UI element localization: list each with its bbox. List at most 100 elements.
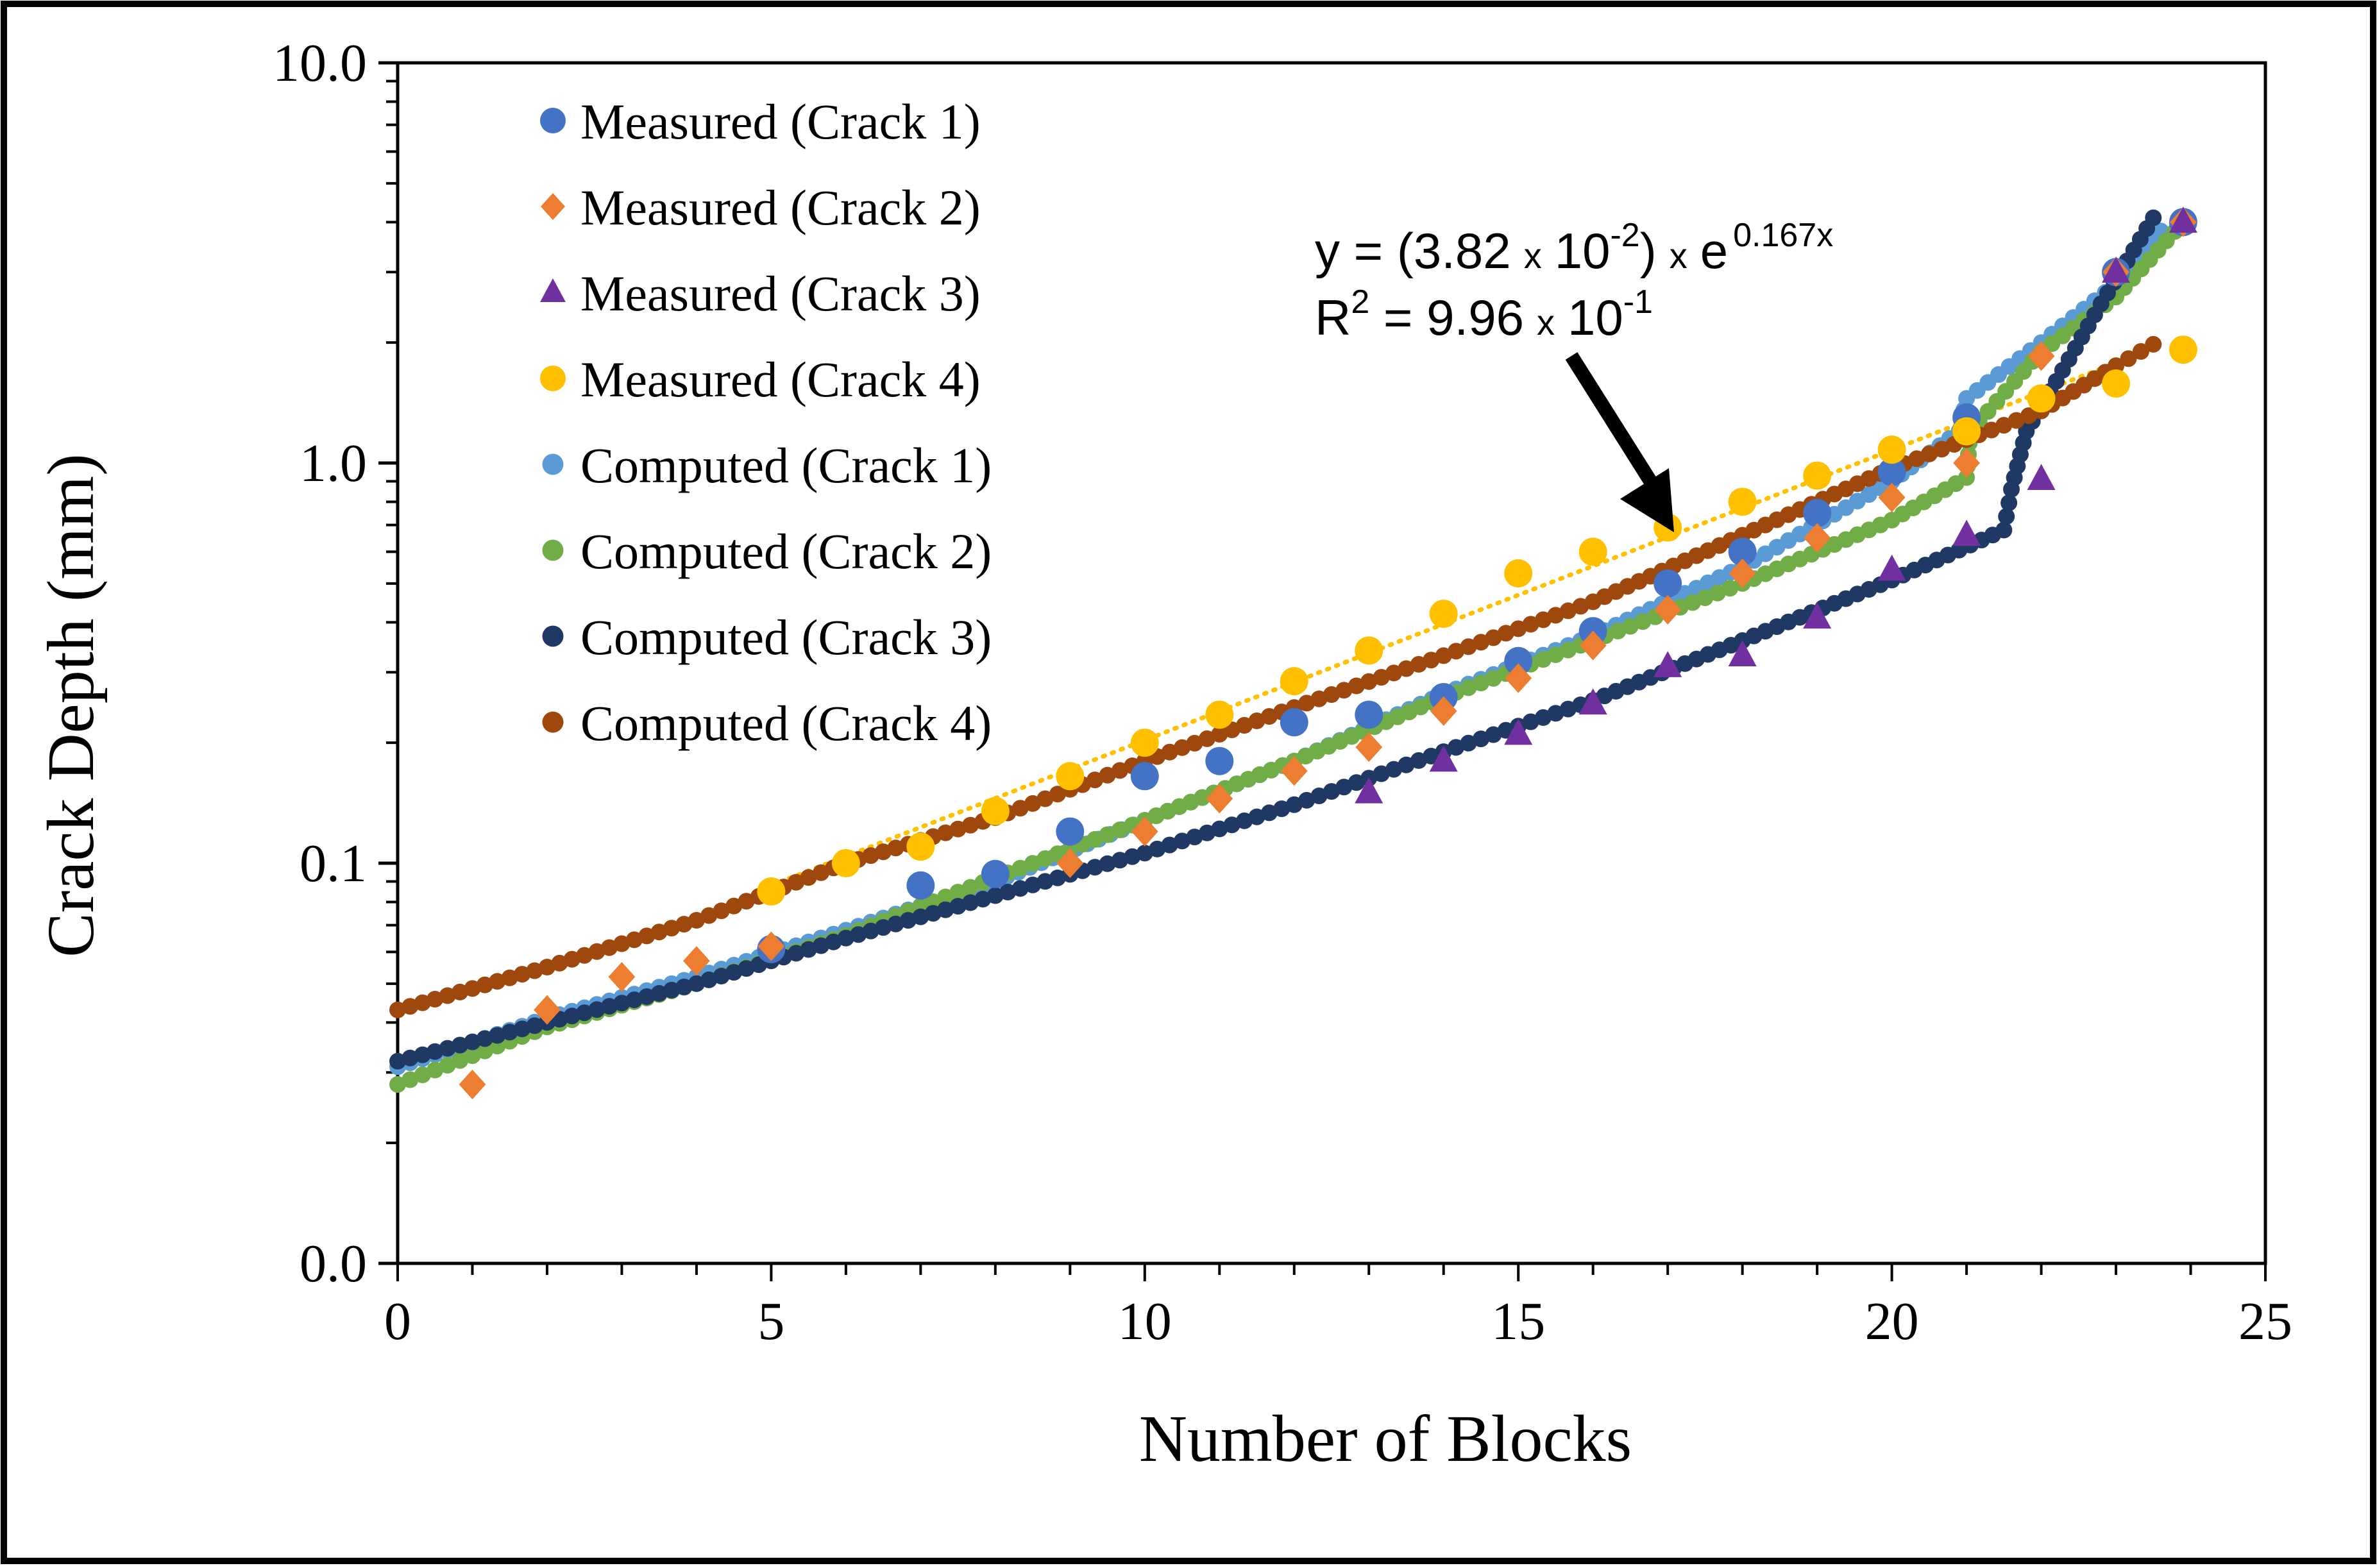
measured-point xyxy=(1429,745,1458,772)
measured-point xyxy=(1280,667,1308,696)
arrow-shaft xyxy=(1565,352,1660,490)
measured-point xyxy=(1877,554,1906,581)
measured-point xyxy=(2027,341,2055,371)
axes-group xyxy=(378,61,2267,1281)
measured-point xyxy=(1952,519,1981,546)
legend-label: Computed (Crack 4) xyxy=(580,695,992,751)
measured-point xyxy=(1877,435,1906,464)
computed-point xyxy=(1360,673,1378,690)
measured-point xyxy=(1130,762,1159,791)
measured-point xyxy=(1280,708,1308,737)
equation-arrow xyxy=(1565,352,1674,532)
y-tick-label: 10.0 xyxy=(273,33,367,93)
measured-point xyxy=(1729,558,1756,589)
equation-line-2: R2 = 9.96 x 10-1 xyxy=(1315,283,1653,346)
y-tick-label: 1.0 xyxy=(300,434,367,493)
x-tick-label: 20 xyxy=(1865,1292,1919,1351)
measured-point xyxy=(2169,207,2197,233)
measured-point xyxy=(2102,369,2131,398)
computed-point xyxy=(1460,638,1477,655)
measured-point xyxy=(1728,640,1757,666)
measured-point xyxy=(1429,600,1458,628)
computed-point xyxy=(1547,705,1564,722)
legend-label: Measured (Crack 2) xyxy=(580,180,981,235)
measured-point xyxy=(1953,448,1980,478)
computed-point xyxy=(713,902,730,920)
computed-point xyxy=(800,869,817,886)
legend-entry: Computed (Crack 3) xyxy=(542,609,992,665)
measured-point xyxy=(2102,257,2131,283)
legend-entry: Measured (Crack 1) xyxy=(540,94,981,149)
measured-point xyxy=(1130,729,1159,757)
measured-point xyxy=(1504,718,1533,745)
legend-entry: Measured (Crack 4) xyxy=(540,351,981,407)
measured-point xyxy=(906,871,935,900)
legend-marker xyxy=(540,366,566,391)
x-tick-label: 5 xyxy=(757,1292,784,1351)
measured-point xyxy=(1355,732,1383,763)
computed-point xyxy=(1547,646,1564,663)
measured-point xyxy=(1728,487,1757,516)
measured-series-3 xyxy=(1355,207,2197,804)
measured-point xyxy=(1504,646,1533,675)
legend-entry: Measured (Crack 2) xyxy=(541,180,981,235)
computed-point xyxy=(2001,494,2018,512)
measured-point xyxy=(1505,663,1532,693)
legend-marker xyxy=(542,539,564,561)
legend-marker xyxy=(541,193,565,220)
x-axis-label: Number of Blocks xyxy=(1139,1402,1632,1476)
legend-entry: Measured (Crack 3) xyxy=(540,266,981,321)
measured-point xyxy=(1803,602,1832,629)
computed-point xyxy=(613,995,630,1012)
measured-point xyxy=(1878,482,1906,512)
computed-point xyxy=(1460,734,1477,752)
legend-marker xyxy=(542,625,564,647)
measured-point xyxy=(608,962,636,992)
y-axis-label: Crack Depth (mm) xyxy=(34,453,108,957)
measured-point xyxy=(534,995,561,1025)
measured-point xyxy=(459,1069,486,1100)
measured-point xyxy=(906,832,935,861)
computed-point xyxy=(1998,508,2015,525)
equation-line-1: y = (3.82 x 10-2) x e 0.167x xyxy=(1315,217,1833,279)
measured-point xyxy=(1804,523,1831,553)
y-tick-label: 0.0 xyxy=(300,1234,367,1294)
measured-point xyxy=(757,877,786,906)
measured-series-2 xyxy=(459,207,2197,1100)
legend-label: Measured (Crack 1) xyxy=(580,94,981,149)
measured-point xyxy=(1579,630,1607,661)
tick-labels-group: 0 5 10 15 20 25 0.0 0.1 1.0 10.0 xyxy=(273,33,2292,1351)
x-tick-label: 0 xyxy=(384,1292,411,1351)
legend-label: Computed (Crack 2) xyxy=(580,523,992,579)
computed-point xyxy=(2145,335,2162,353)
measured-point xyxy=(1056,848,1084,879)
legend-marker xyxy=(540,278,566,302)
measured-series-group xyxy=(459,207,2197,1100)
trendline-equation: y = (3.82 x 10-2) x e 0.167x R2 = 9.96 x 10-1 xyxy=(1315,217,1833,346)
measured-point xyxy=(981,797,1010,825)
measured-point xyxy=(1430,696,1457,726)
measured-point xyxy=(1131,816,1158,847)
trendline-path xyxy=(768,346,2156,888)
measured-series-4 xyxy=(757,335,2197,906)
legend: Measured (Crack 1) Measured (Crack 2) Meas… xyxy=(540,94,992,751)
y-tick-label: 0.1 xyxy=(300,834,367,893)
measured-point xyxy=(1206,784,1233,814)
computed-point xyxy=(899,912,917,929)
legend-marker xyxy=(542,711,564,733)
measured-point xyxy=(1803,461,1832,490)
legend-marker xyxy=(540,108,566,133)
measured-point xyxy=(1654,594,1682,625)
measured-point xyxy=(1056,817,1085,846)
measured-point xyxy=(1728,537,1757,566)
measured-point xyxy=(1355,636,1383,665)
computed-point xyxy=(1460,679,1477,696)
measured-point xyxy=(1578,688,1607,715)
measured-point xyxy=(981,859,1010,888)
computed-point xyxy=(526,962,543,979)
x-tick-label: 25 xyxy=(2238,1292,2292,1351)
x-tick-label: 15 xyxy=(1491,1292,1545,1351)
computed-point xyxy=(1087,859,1104,876)
